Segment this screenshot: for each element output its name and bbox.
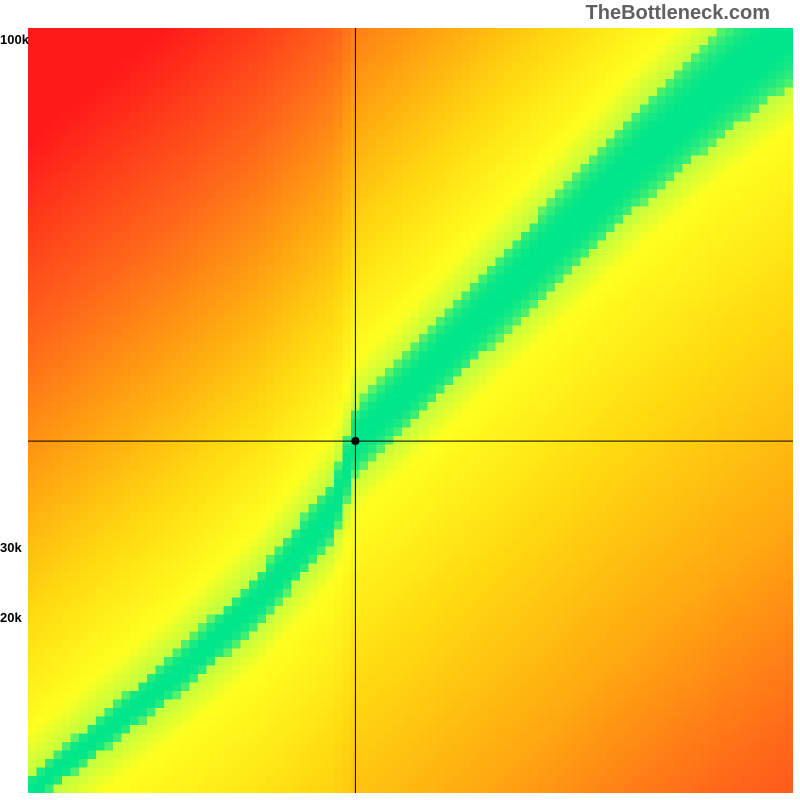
y-tick-30k: 30k (0, 540, 22, 555)
heatmap-plot (28, 28, 793, 793)
y-tick-100k: 100k (0, 32, 29, 47)
heatmap-canvas (28, 28, 793, 793)
chart-container: TheBottleneck.com 100k 30k 20k (0, 0, 800, 800)
watermark-text: TheBottleneck.com (586, 2, 770, 25)
y-tick-20k: 20k (0, 610, 22, 625)
